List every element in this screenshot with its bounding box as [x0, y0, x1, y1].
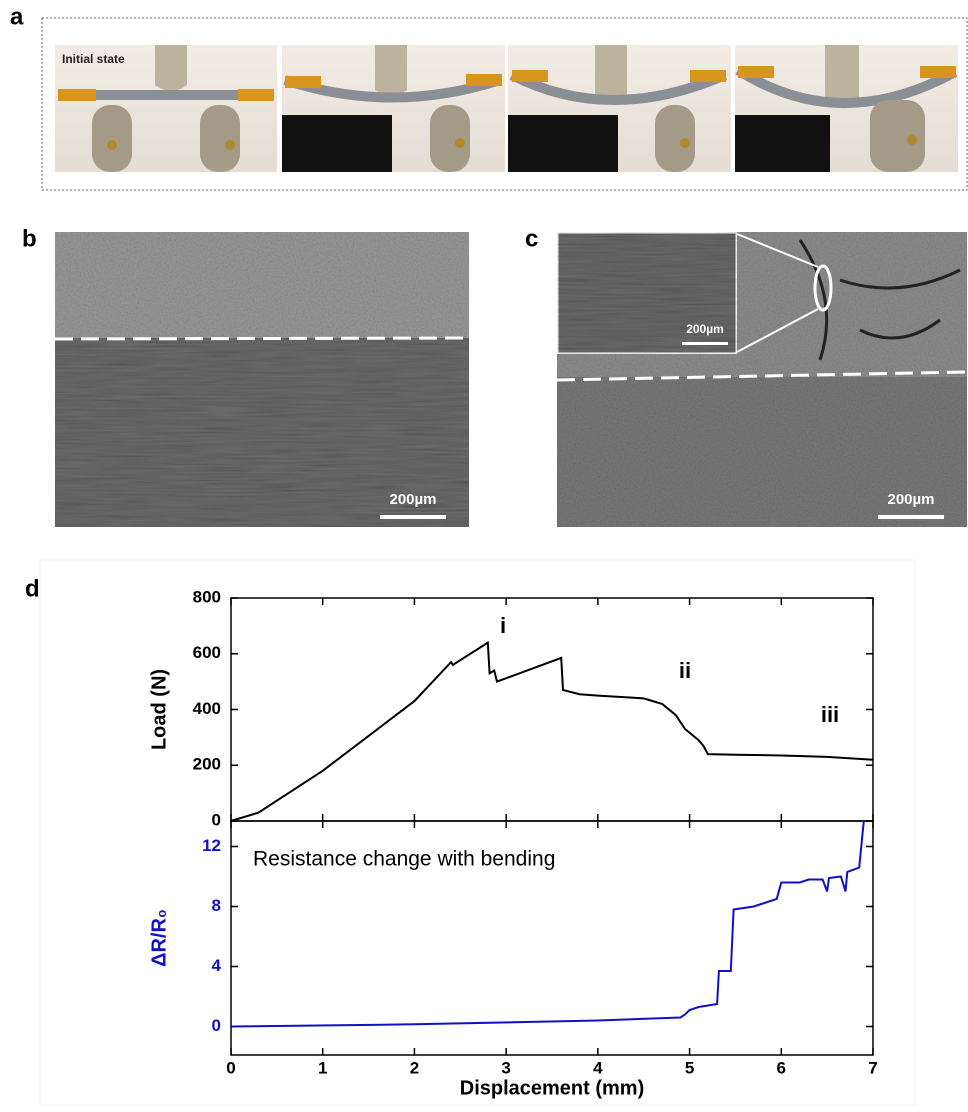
photo-caption: Initial state: [62, 52, 125, 66]
panel-label: d: [25, 575, 40, 602]
y-tick-label: 12: [202, 836, 221, 855]
y-tick-label: 800: [193, 587, 221, 606]
x-tick-label: 2: [410, 1058, 419, 1077]
y-axis-label: ΔR/R₀: [148, 909, 170, 967]
x-tick-label: 4: [593, 1058, 603, 1077]
photo: [508, 45, 731, 172]
x-axis-label: Displacement (mm): [460, 1077, 645, 1099]
annotation: ii: [679, 658, 691, 683]
sem-image: 200µm: [55, 232, 469, 527]
x-tick-label: 6: [777, 1058, 786, 1077]
inset-scale-bar-label: 200µm: [686, 322, 724, 336]
y-tick-label: 0: [212, 810, 221, 829]
y-tick-label: 400: [193, 699, 221, 718]
panel-label: b: [22, 225, 37, 252]
y-axis-label: Load (N): [148, 669, 170, 750]
y-tick-label: 4: [212, 956, 222, 975]
photo: [735, 45, 958, 172]
panel-label: c: [525, 225, 538, 252]
x-tick-label: 1: [318, 1058, 327, 1077]
annotation: iii: [821, 702, 839, 727]
annotation: i: [500, 613, 506, 638]
photo-series: Initial state: [55, 45, 958, 172]
y-tick-label: 600: [193, 643, 221, 662]
sem-image: 200µm 200µm: [557, 232, 967, 527]
scale-bar-label: 200µm: [389, 491, 436, 508]
figure: a Initial state: [0, 0, 968, 1112]
y-tick-label: 0: [212, 1016, 221, 1035]
x-tick-label: 0: [226, 1058, 235, 1077]
photo: Initial state: [55, 45, 277, 172]
x-tick-label: 7: [868, 1058, 877, 1077]
panel-label: a: [10, 3, 24, 30]
photo: [282, 45, 505, 172]
x-tick-label: 3: [501, 1058, 510, 1077]
x-tick-label: 5: [685, 1058, 694, 1077]
y-tick-label: 8: [212, 896, 221, 915]
scale-bar-label: 200µm: [887, 491, 934, 508]
y-tick-label: 200: [193, 755, 221, 774]
page: a Initial state: [0, 0, 968, 1112]
annotation: Resistance change with bending: [253, 848, 555, 871]
